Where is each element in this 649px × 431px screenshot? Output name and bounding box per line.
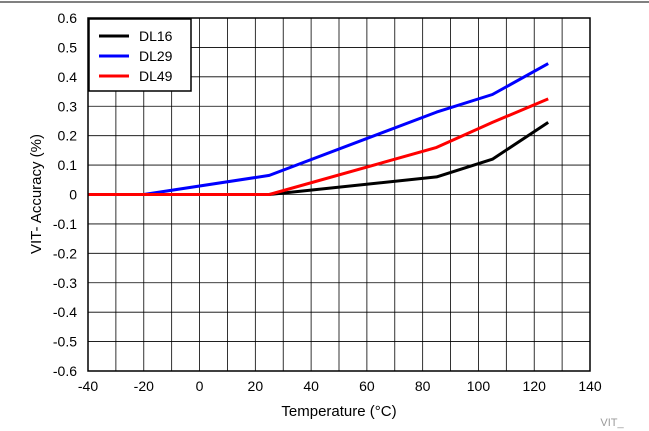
y-tick-label: 0.4 — [58, 69, 78, 85]
y-tick-label: -0.4 — [53, 304, 77, 320]
legend-label: DL16 — [139, 28, 173, 44]
y-tick-label: -0.1 — [53, 216, 77, 232]
x-tick-label: 20 — [248, 378, 264, 394]
legend-label: DL29 — [139, 48, 173, 64]
y-tick-label: -0.2 — [53, 245, 77, 261]
footnote: VIT_ — [600, 417, 624, 429]
plot-frame — [87, 17, 591, 372]
y-tick-label: 0 — [69, 187, 77, 203]
y-tick-label: 0.2 — [58, 128, 78, 144]
y-tick-label: 0.6 — [58, 10, 78, 26]
x-tick-label: 40 — [303, 378, 319, 394]
y-tick-label: -0.6 — [53, 363, 77, 379]
y-tick-label: -0.3 — [53, 275, 77, 291]
x-axis-ticks: -40 -20 0 20 40 60 80 100 120 140 — [78, 378, 602, 394]
x-tick-label: 140 — [578, 378, 602, 394]
x-tick-label: 120 — [523, 378, 547, 394]
legend: DL16 DL29 DL49 — [88, 18, 192, 92]
x-tick-label: 0 — [196, 378, 204, 394]
y-tick-label: 0.5 — [58, 39, 78, 55]
series-lines — [88, 62, 550, 196]
x-axis-title: Temperature (°C) — [281, 403, 396, 420]
x-tick-label: 80 — [415, 378, 431, 394]
y-tick-label: 0.1 — [58, 157, 78, 173]
x-tick-label: -40 — [78, 378, 98, 394]
series-line-dl49 — [88, 97, 549, 196]
x-tick-label: -20 — [134, 378, 154, 394]
y-axis-title: VIT- Accuracy (%) — [28, 134, 45, 254]
legend-label: DL49 — [139, 68, 173, 84]
y-tick-label: -0.5 — [53, 334, 77, 350]
x-tick-label: 60 — [359, 378, 375, 394]
y-tick-label: 0.3 — [58, 98, 78, 114]
x-tick-label: 100 — [467, 378, 491, 394]
y-axis-ticks: 0.6 0.5 0.4 0.3 0.2 0.1 0 -0.1 -0.2 -0.3 -0.4 -0.5 -… — [53, 10, 77, 379]
